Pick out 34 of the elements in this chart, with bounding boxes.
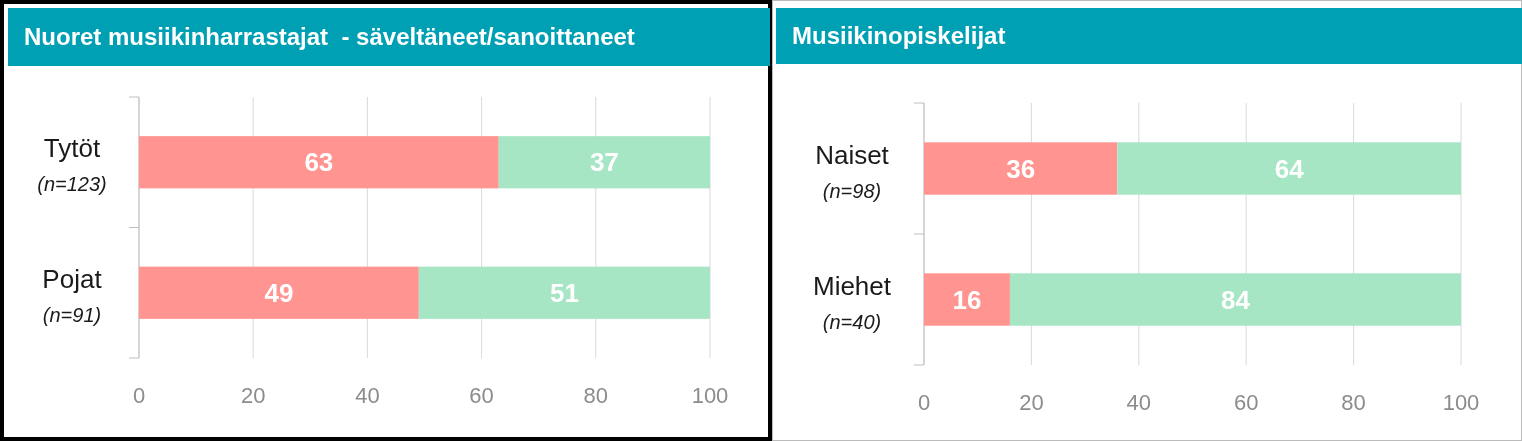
chart-title: Musiikinopiskelijat bbox=[792, 22, 1006, 50]
data-label: 16 bbox=[952, 284, 982, 315]
x-tick-label: 100 bbox=[1442, 390, 1480, 415]
x-tick-label: 20 bbox=[1019, 390, 1044, 415]
data-label: 51 bbox=[549, 277, 579, 308]
x-tick-label: 60 bbox=[469, 383, 494, 408]
bar bbox=[924, 142, 1118, 195]
data-label: 49 bbox=[264, 277, 294, 308]
bar bbox=[1117, 142, 1461, 195]
x-tick-label: 80 bbox=[583, 383, 609, 408]
bar bbox=[498, 136, 710, 189]
y-tick-label: Naiset (n=98) bbox=[815, 139, 890, 202]
data-label: 84 bbox=[1221, 284, 1251, 315]
bar bbox=[924, 273, 1010, 326]
y-tick-label: Tytöt (n=123) bbox=[37, 133, 107, 196]
data-label: 37 bbox=[589, 147, 619, 178]
bar bbox=[139, 266, 419, 319]
bar bbox=[418, 266, 710, 319]
y-tick-label: Pojat (n=91) bbox=[42, 263, 103, 326]
x-tick-label: 100 bbox=[691, 383, 729, 408]
x-tick-label: 60 bbox=[1233, 390, 1259, 415]
data-label: 36 bbox=[1006, 153, 1036, 184]
data-label: 64 bbox=[1274, 153, 1305, 184]
x-tick-label: 80 bbox=[1341, 390, 1366, 415]
data-label: 63 bbox=[304, 147, 334, 178]
x-tick-label: 20 bbox=[240, 383, 266, 408]
chart-title: Nuoret musiikinharrastajat - säveltäneet/sanoittaneet bbox=[24, 23, 635, 51]
bar bbox=[1009, 273, 1461, 326]
y-tick-label: Miehet (n=40) bbox=[812, 270, 892, 333]
bar bbox=[139, 136, 499, 189]
x-tick-label: 0 bbox=[917, 390, 931, 415]
x-tick-label: 40 bbox=[355, 383, 380, 408]
x-tick-label: 0 bbox=[132, 383, 146, 408]
x-tick-label: 40 bbox=[1126, 390, 1152, 415]
